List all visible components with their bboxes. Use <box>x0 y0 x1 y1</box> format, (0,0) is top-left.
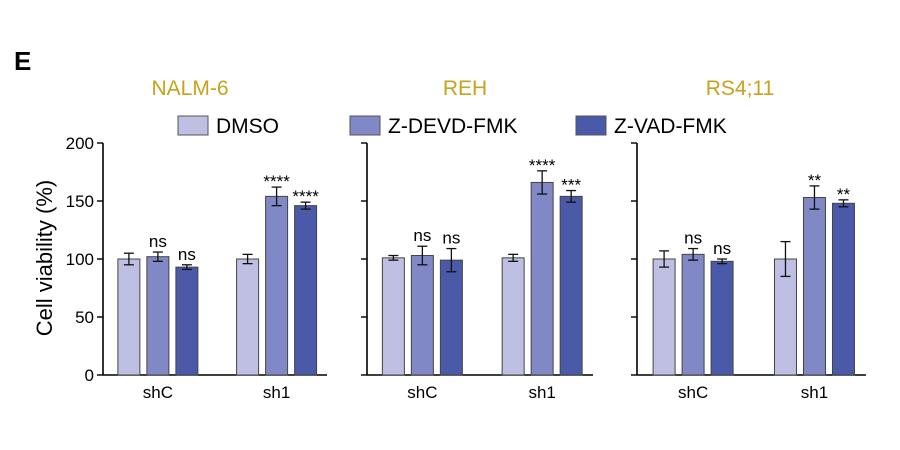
legend-label: Z-VAD-FMK <box>614 115 727 138</box>
y-tick-label: 200 <box>66 134 94 153</box>
bar <box>410 255 434 376</box>
x-tick-label: sh1 <box>801 383 828 402</box>
significance-label: ** <box>808 171 822 190</box>
y-tick-label: 0 <box>85 366 94 385</box>
bar <box>501 257 525 376</box>
x-tick-label: shC <box>143 383 173 402</box>
chart-title: REH <box>443 77 487 100</box>
x-tick-label: sh1 <box>263 383 290 402</box>
bar <box>710 260 734 376</box>
chart-title: NALM-6 <box>151 77 228 100</box>
significance-label: *** <box>561 176 581 195</box>
bar <box>265 195 289 376</box>
significance-label: **** <box>292 187 319 206</box>
significance-label: ns <box>178 245 196 264</box>
y-axis-label: Cell viability (%) <box>32 180 57 336</box>
x-tick-label: shC <box>678 383 708 402</box>
bar <box>559 195 583 376</box>
legend: DMSO Z-DEVD-FMK Z-VAD-FMK <box>177 115 727 138</box>
legend-label: Z-DEVD-FMK <box>388 115 518 138</box>
bar <box>802 197 826 376</box>
significance-label: ns <box>149 232 167 251</box>
bar <box>117 258 141 376</box>
bar <box>439 259 463 376</box>
x-tick-label: shC <box>407 383 437 402</box>
significance-label: ns <box>442 229 460 248</box>
bar <box>146 256 170 376</box>
significance-label: ** <box>837 185 851 204</box>
y-tick-label: 100 <box>66 250 94 269</box>
y-tick-label: 150 <box>66 192 94 211</box>
bar <box>831 202 855 376</box>
significance-label: ns <box>413 226 431 245</box>
legend-swatch <box>349 115 381 136</box>
bar <box>381 257 405 376</box>
significance-label: **** <box>263 172 290 191</box>
bar <box>530 181 554 376</box>
chart-title: RS4;11 <box>706 77 775 100</box>
legend-swatch <box>575 115 607 136</box>
x-tick-label: sh1 <box>528 383 555 402</box>
significance-label: ns <box>713 239 731 258</box>
panel-letter: E <box>14 46 31 76</box>
legend-swatch <box>177 115 209 136</box>
significance-label: **** <box>529 156 556 175</box>
bar <box>236 258 260 376</box>
bar <box>175 266 199 376</box>
significance-label: ns <box>684 229 702 248</box>
y-tick-label: 50 <box>75 308 94 327</box>
legend-label: DMSO <box>216 115 279 138</box>
chart-panels: NALM-6050100150200nsnsshC********sh1REHn… <box>66 77 866 402</box>
bar <box>652 258 676 376</box>
bar <box>681 253 705 376</box>
bar <box>294 205 318 376</box>
